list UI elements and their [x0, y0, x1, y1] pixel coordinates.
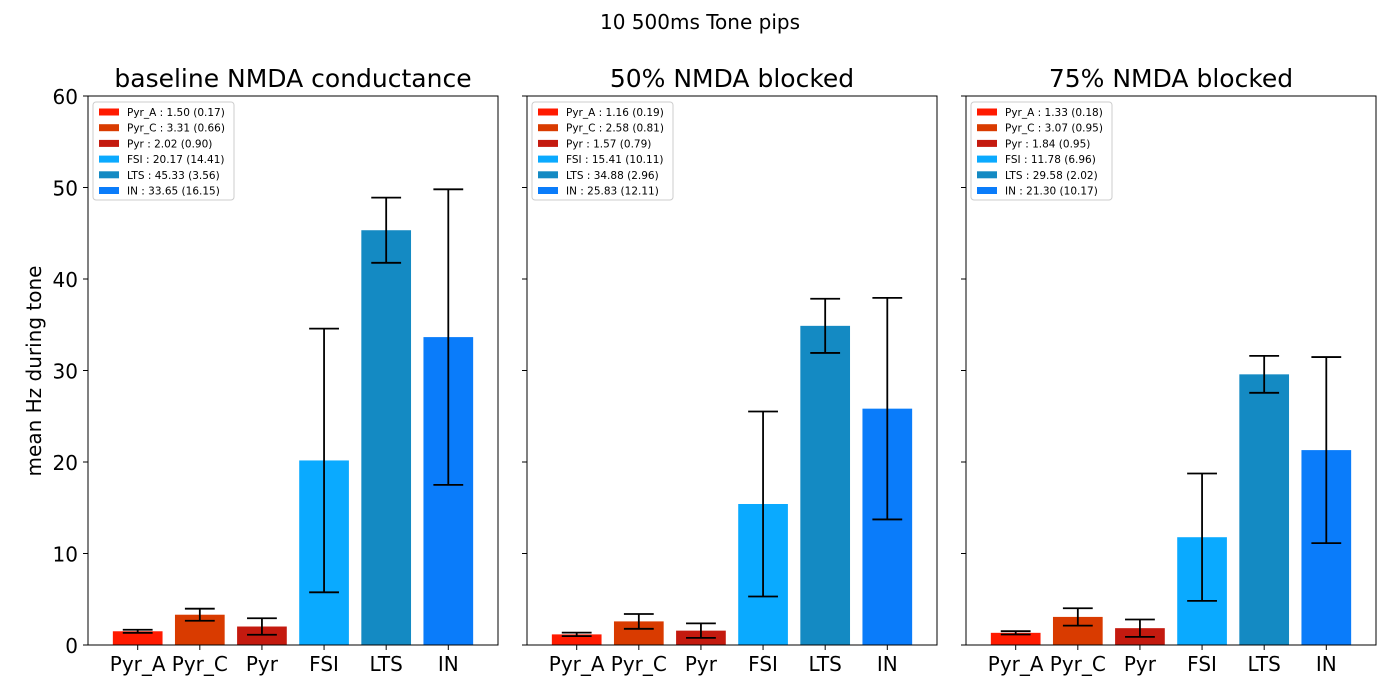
legend-label: Pyr_A : 1.16 (0.19): [566, 107, 664, 119]
legend-swatch: [99, 139, 119, 147]
bar-Pyr_A: [990, 632, 1041, 645]
figure-title: 10 500ms Tone pips: [600, 10, 800, 34]
legend-swatch: [977, 124, 997, 132]
legend-label: Pyr : 1.57 (0.79): [566, 138, 651, 150]
legend-swatch: [977, 155, 997, 163]
legend-label: Pyr_A : 1.33 (0.18): [1005, 107, 1103, 119]
legend-label: Pyr_C : 3.07 (0.95): [1005, 123, 1103, 135]
bar-LTS: [800, 325, 851, 645]
legend-swatch: [977, 187, 997, 194]
legend-label: FSI : 15.41 (10.11): [566, 154, 663, 166]
legend-swatch: [99, 124, 119, 132]
bar-LTS: [1239, 374, 1290, 645]
legend-swatch: [538, 139, 558, 147]
bar-LTS: [361, 230, 412, 645]
x-tick-label: LTS: [370, 652, 403, 676]
legend-label: LTS : 45.33 (3.56): [127, 170, 220, 182]
legend-label: IN : 25.83 (12.11): [566, 186, 659, 198]
bar-Pyr_C: [613, 621, 664, 645]
chart-title: 75% NMDA blocked: [1049, 64, 1293, 93]
legend-swatch: [977, 108, 997, 116]
legend-swatch: [538, 155, 558, 163]
legend-box: [531, 101, 674, 201]
y-tick-label: 0: [65, 634, 78, 658]
x-tick-label: Pyr_A: [988, 652, 1044, 676]
bar-Pyr: [237, 626, 287, 645]
chart-panel-1: baseline NMDA conductance 0 10 20 30 40 50 60 Py…: [53, 64, 499, 676]
x-tick-label: Pyr_C: [172, 652, 228, 676]
y-tick-label: 60: [53, 85, 78, 109]
chart-panel-3: 75% NMDA blocked Pyr_A Pyr_C Pyr FSI LTS IN Pyr…: [961, 64, 1377, 676]
x-tick-label: IN: [877, 652, 898, 676]
legend-label: Pyr_A : 1.50 (0.17): [127, 107, 225, 119]
legend-label: LTS : 29.58 (2.02): [1005, 170, 1098, 182]
legend-swatch: [99, 108, 119, 116]
x-tick-label: IN: [438, 652, 459, 676]
legend-swatch: [99, 171, 119, 179]
x-tick-label: Pyr: [685, 652, 718, 676]
legend-swatch: [977, 139, 997, 147]
bar-Pyr_A: [112, 631, 163, 645]
y-tick-label: 50: [53, 177, 78, 201]
legend-label: Pyr_C : 3.31 (0.66): [127, 123, 225, 135]
legend-swatch: [99, 187, 119, 194]
x-tick-label: LTS: [809, 652, 842, 676]
legend-swatch: [99, 155, 119, 163]
x-tick-label: Pyr_C: [1050, 652, 1106, 676]
x-tick-label: Pyr: [1124, 652, 1157, 676]
legend-label: Pyr_C : 2.58 (0.81): [566, 123, 664, 135]
legend-label: Pyr : 2.02 (0.90): [127, 138, 212, 150]
legend-label: Pyr : 1.84 (0.95): [1005, 138, 1090, 150]
legend-swatch: [977, 171, 997, 179]
x-tick-label: Pyr_A: [549, 652, 605, 676]
x-tick-label: Pyr_C: [611, 652, 667, 676]
legend-label: FSI : 11.78 (6.96): [1005, 154, 1096, 166]
legend-label: IN : 33.65 (16.15): [127, 186, 220, 198]
bar-Pyr_A: [551, 634, 602, 645]
y-tick-label: 20: [53, 451, 78, 475]
x-tick-label: Pyr_A: [110, 652, 166, 676]
x-tick-label: FSI: [309, 652, 339, 676]
x-tick-label: Pyr: [246, 652, 279, 676]
legend-swatch: [538, 171, 558, 179]
x-tick-label: FSI: [1187, 652, 1217, 676]
legend-swatch: [538, 108, 558, 116]
chart-panel-2: 50% NMDA blocked Pyr_A Pyr_C Pyr FSI LTS IN Pyr…: [522, 64, 938, 676]
x-tick-label: IN: [1316, 652, 1337, 676]
chart-title: 50% NMDA blocked: [610, 64, 854, 93]
legend-box: [92, 101, 235, 201]
legend-box: [970, 101, 1113, 201]
chart-title: baseline NMDA conductance: [114, 64, 471, 93]
x-tick-label: FSI: [748, 652, 778, 676]
x-tick-label: LTS: [1248, 652, 1281, 676]
y-axis-label: mean Hz during tone: [22, 266, 46, 477]
legend-swatch: [538, 124, 558, 132]
legend-label: FSI : 20.17 (14.41): [127, 154, 224, 166]
legend-label: IN : 21.30 (10.17): [1005, 186, 1098, 198]
legend-label: LTS : 34.88 (2.96): [566, 170, 659, 182]
y-tick-label: 30: [53, 360, 78, 384]
y-tick-label: 40: [53, 268, 78, 292]
legend-swatch: [538, 187, 558, 194]
y-tick-label: 10: [53, 543, 78, 567]
